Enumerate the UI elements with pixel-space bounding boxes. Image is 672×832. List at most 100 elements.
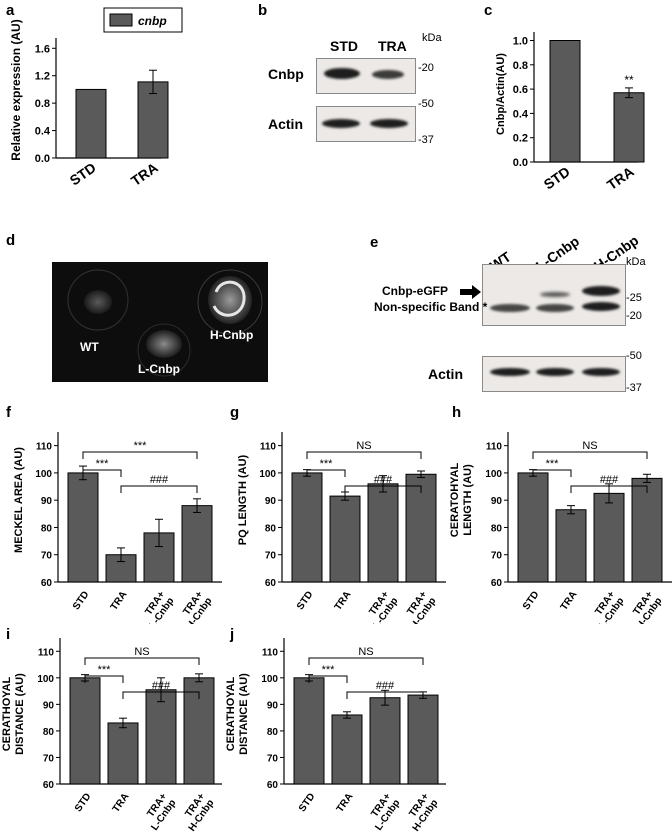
y-axis-label: CERATHOYALDISTANCE (AU) (225, 673, 250, 755)
bar (631, 477, 663, 583)
category-label: TRA+L-Cnbp (588, 589, 626, 624)
bar (107, 722, 139, 785)
y-tick-label: 110 (36, 442, 53, 453)
bar (331, 714, 363, 785)
well-lcnbp (137, 323, 191, 377)
category-label: STD (297, 791, 317, 814)
y-tick-label: 70 (43, 753, 55, 764)
label-cnbp-egfp: Cnbp-eGFP (382, 284, 448, 298)
category-label: TRA+H-Cnbp (626, 589, 665, 624)
marker-37: -37 (418, 134, 434, 146)
y-tick-label: 80 (267, 727, 279, 738)
panel-label-j: j (230, 626, 235, 643)
y-tick-label: 60 (491, 578, 503, 589)
y-tick-label: 1.6 (35, 43, 50, 55)
significance-bracket (120, 485, 198, 493)
embryo-wt (84, 290, 112, 314)
chart-a: 0.0 0.4 0.8 1.2 1.6 Relative expression (AU) S… (9, 7, 183, 189)
kda-label-e: kDa (626, 256, 646, 268)
y-tick-label: 90 (43, 700, 55, 711)
y-tick-label: 70 (267, 753, 279, 764)
y-tick-label: 90 (265, 496, 277, 507)
band-cnbp-tra (372, 70, 404, 79)
y-tick-label: 60 (41, 578, 53, 589)
y-tick-label: 60 (265, 578, 277, 589)
blot-row-cnbp: Cnbp (268, 66, 304, 82)
y-tick-label: 100 (37, 674, 54, 685)
y-axis-label: Relative expression (AU) (9, 19, 23, 160)
significance-bracket (308, 675, 348, 683)
bracket-label: *** (98, 664, 112, 676)
panel-label-d: d (6, 232, 16, 249)
bracket-label: ### (374, 474, 393, 486)
significance-label: ** (624, 73, 634, 87)
y-tick-label: 90 (267, 700, 279, 711)
y-tick-label: 0.0 (35, 153, 50, 165)
blot-row-actin: Actin (268, 116, 303, 132)
fluorescence-image-d: WT L-Cnbp H-Cnbp (52, 262, 268, 382)
bracket-label: *** (546, 458, 560, 470)
marker-37-e: -37 (626, 382, 642, 394)
band-nonspecific-wt (490, 304, 530, 312)
well-wt (67, 269, 129, 331)
panel-label-e: e (370, 234, 379, 251)
panel-label-c: c (484, 2, 493, 19)
band-cnbp-std (324, 68, 360, 79)
panel-label-f: f (6, 404, 11, 421)
chart-h: 60 70 80 90 100 110 CERATOHYALLENGTH (AU) STD TR… (449, 432, 672, 624)
label-nonspecific: Non-specific Band * (374, 300, 488, 314)
panel-label-h: h (452, 404, 462, 421)
significance-bracket (306, 469, 346, 477)
category-label: STD (295, 589, 315, 612)
band-nonspecific-lcnbp (536, 304, 574, 312)
category-label: TRA (559, 589, 580, 612)
lane-label-std: STD (330, 38, 358, 54)
significance-bracket (82, 469, 122, 477)
significance-bracket (308, 657, 424, 665)
bracket-label: ### (152, 680, 171, 692)
category-label: TRA (111, 791, 132, 814)
bar (613, 92, 645, 163)
significance-bracket (82, 451, 198, 459)
significance-bracket (346, 691, 424, 699)
significance-bracket (306, 451, 422, 459)
category-label: TRA (335, 791, 356, 814)
y-tick-label: 110 (38, 647, 55, 658)
y-tick-label: 100 (35, 469, 52, 480)
y-tick-label: 110 (262, 647, 279, 658)
y-tick-label: 70 (491, 551, 503, 562)
significance-bracket (122, 691, 200, 699)
bar (407, 694, 439, 785)
bracket-label: ### (600, 474, 619, 486)
y-tick-label: 100 (259, 469, 276, 480)
y-tick-label: 0.8 (35, 98, 50, 110)
bar (593, 492, 625, 583)
significance-bracket (344, 485, 422, 493)
category-label: TRA+H-Cnbp (402, 791, 441, 832)
band-nonspecific-hcnbp (582, 302, 620, 311)
y-tick-label: 70 (41, 551, 53, 562)
y-tick-label: 0.4 (513, 108, 529, 120)
marker-25: -25 (626, 292, 642, 304)
y-tick-label: 90 (41, 496, 53, 507)
band-actin-tra (370, 119, 408, 128)
y-tick-label: 0.8 (513, 60, 528, 72)
bracket-label: ### (376, 680, 395, 692)
bracket-label: NS (356, 440, 371, 452)
well-hcnbp (197, 269, 263, 335)
band-actin-lcnbp (536, 368, 574, 376)
y-tick-label: 0.0 (513, 157, 528, 169)
y-axis-label-line: LENGTH (AU) (462, 464, 474, 536)
bracket-label: *** (322, 664, 336, 676)
bar (67, 472, 99, 583)
category-label: TRA (604, 163, 637, 193)
y-axis-label: CERATOHYALLENGTH (AU) (449, 463, 474, 538)
category-label: STD (71, 589, 91, 612)
y-tick-label: 110 (486, 442, 503, 453)
y-tick-label: 1.2 (35, 71, 50, 83)
embryo-shapes (67, 269, 263, 377)
significance-bracket (570, 485, 648, 493)
y-axis-label-line: CERATHOYAL (1, 676, 13, 751)
panel-label-g: g (230, 404, 240, 421)
bracket-label: NS (582, 440, 597, 452)
